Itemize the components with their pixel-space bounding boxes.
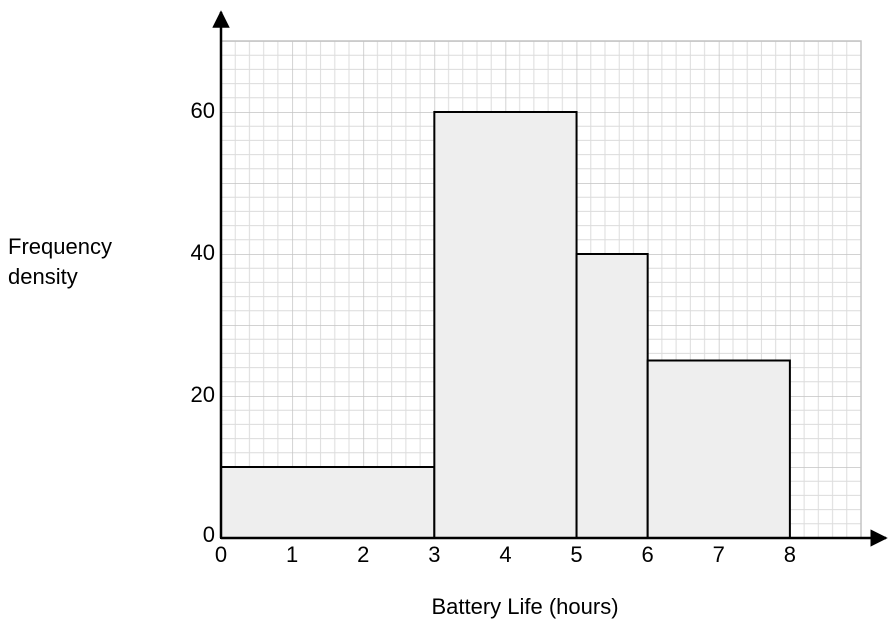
y-axis-label: Frequency density bbox=[8, 234, 112, 289]
x-tick-label: 0 bbox=[215, 542, 227, 567]
bar bbox=[575, 253, 649, 539]
y-tick-label: 20 bbox=[191, 382, 215, 407]
x-tick-label: 3 bbox=[428, 542, 440, 567]
bar bbox=[646, 359, 791, 539]
bar bbox=[433, 111, 578, 539]
x-tick-label: 8 bbox=[784, 542, 796, 567]
y-tick-label: 60 bbox=[191, 98, 215, 123]
x-tick-label: 4 bbox=[499, 542, 511, 567]
x-tick-label: 6 bbox=[642, 542, 654, 567]
y-tick-label: 0 bbox=[203, 522, 215, 547]
y-tick-label: 40 bbox=[191, 240, 215, 265]
x-tick-label: 2 bbox=[357, 542, 369, 567]
x-tick-label: 7 bbox=[713, 542, 725, 567]
x-tick-label: 5 bbox=[570, 542, 582, 567]
bar bbox=[220, 466, 436, 539]
x-axis-label: Battery Life (hours) bbox=[431, 594, 618, 619]
x-tick-label: 1 bbox=[286, 542, 298, 567]
